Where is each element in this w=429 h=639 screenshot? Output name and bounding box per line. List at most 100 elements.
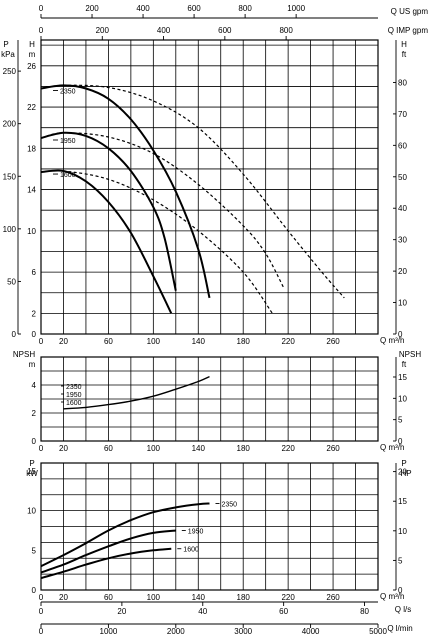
power-x-tick-label: 20 — [59, 593, 68, 602]
lmin-tick-label: 3000 — [234, 627, 252, 636]
npsh-x-tick-label: 180 — [237, 444, 251, 453]
power-x-tick-label: 180 — [237, 593, 251, 602]
npsh-series-label-1950: 1950 — [66, 392, 82, 399]
kpa-unit-label: P — [3, 40, 8, 49]
power-x-axis-title: Q m³/h — [380, 592, 404, 601]
head-x-tick-label: 100 — [147, 337, 161, 346]
us-gpm-tick-label: 800 — [238, 4, 252, 13]
head-x-tick-label: 220 — [281, 337, 295, 346]
lmin-tick-label: 0 — [39, 627, 44, 636]
npsh-series-label-2350: 2350 — [66, 384, 82, 391]
head-x-tick-label: 0 — [39, 337, 44, 346]
power-x-tick-label: 260 — [326, 593, 340, 602]
power-curve-1600 — [40, 547, 172, 580]
power-kw-tick-label: 15 — [27, 467, 36, 476]
ls-tick-label: 20 — [117, 607, 126, 616]
us-gpm-tick-label: 0 — [39, 4, 44, 13]
head-curve-1600-solid — [40, 169, 173, 314]
hp-tick-label: 20 — [398, 468, 407, 477]
hp-unit-label: P — [401, 459, 406, 468]
us-gpm-tick-label: 200 — [85, 4, 99, 13]
bottom-axes: 0 20 40 60 80 Q l/s 0 1000 2000 3000 4000 5000 Q l/m… — [39, 601, 413, 636]
power-x-tick-label: 220 — [281, 593, 295, 602]
us-gpm-tick-label: 400 — [136, 4, 150, 13]
npsh-x-tick-label: 60 — [104, 444, 113, 453]
npsh-ft-tick-label: 5 — [398, 416, 403, 425]
power-x-tick-label: 0 — [39, 593, 44, 602]
npsh-x-tick-label: 100 — [147, 444, 161, 453]
power-x-tick-label: 100 — [147, 593, 161, 602]
lmin-tick-label: 2000 — [167, 627, 185, 636]
npsh-m-unit-label: NPSH — [13, 350, 35, 359]
ls-tick-label: 60 — [279, 607, 288, 616]
kpa-tick-label: 250 — [3, 67, 17, 76]
hp-unit-sub: HP — [400, 469, 411, 478]
lmin-axis-title: Q l/min — [387, 624, 412, 633]
power-kw-unit-sub: kW — [26, 469, 38, 478]
npsh-m-unit-sub: m — [29, 360, 36, 369]
power-kw-tick-label: 10 — [27, 507, 36, 516]
imp-gpm-tick-label: 200 — [96, 26, 110, 35]
head-m-tick-label: 2 — [32, 309, 37, 318]
npsh-x-tick-label: 140 — [192, 444, 206, 453]
npsh-panel: 0 20 60 100 140 180 220 260 Q m³/h024NPSHm051015… — [13, 350, 421, 453]
imp-gpm-tick-label: 800 — [279, 26, 293, 35]
power-kw-tick-label: 0 — [32, 586, 37, 595]
imp-gpm-tick-label: 0 — [39, 26, 44, 35]
power-series-label-1600: 1600 — [183, 547, 199, 554]
us-gpm-tick-label: 600 — [187, 4, 201, 13]
ft-tick-label: 50 — [398, 173, 407, 182]
ft-unit-label: H — [401, 40, 407, 49]
power-curve-2350 — [40, 502, 210, 568]
head-panel: 0 20 60 100 140 180 220 260 Q m³/h26101418222600… — [1, 39, 407, 346]
kpa-tick-label: 150 — [3, 172, 17, 181]
head-series-label-1600: 1600 — [60, 172, 76, 179]
power-curve-1950 — [40, 529, 176, 574]
kpa-tick-label: 0 — [12, 330, 17, 339]
ls-tick-label: 0 — [39, 607, 44, 616]
ft-tick-label: 30 — [398, 236, 407, 245]
lmin-tick-label: 1000 — [100, 627, 118, 636]
power-kw-unit-label: P — [29, 459, 34, 468]
ft-tick-label: 60 — [398, 141, 407, 150]
power-x-tick-label: 140 — [192, 593, 206, 602]
head-frame — [40, 39, 379, 335]
head-x-tick-label: 260 — [326, 337, 340, 346]
head-x-tick-label: 20 — [59, 337, 68, 346]
head-x-tick-label: 60 — [104, 337, 113, 346]
us-gpm-tick-label: 1000 — [287, 4, 305, 13]
head-x-tick-label: 180 — [237, 337, 251, 346]
head-m-tick-label: 6 — [32, 268, 37, 277]
top-axes: 0 200 400 600 800 1000 Q US gpm 0 200 400 600 800 Q … — [39, 4, 429, 40]
npsh-ft-tick-label: 15 — [398, 373, 407, 382]
head-m-unit-label: H — [29, 40, 35, 49]
ls-tick-label: 80 — [360, 607, 369, 616]
npsh-m-tick-label: 2 — [32, 409, 37, 418]
head-series-label-2350: 2350 — [60, 88, 76, 95]
head-x-tick-label: 140 — [192, 337, 206, 346]
head-m-unit-sub: m — [29, 50, 36, 59]
ft-tick-label: 0 — [398, 330, 403, 339]
imp-gpm-axis-title: Q IMP gpm — [388, 26, 429, 35]
head-curve-1950-solid — [40, 131, 177, 291]
head-series-label-1950: 1950 — [60, 138, 76, 145]
power-panel: 0 20 60 100 140 180 220 260 Q m³/h051015PkW05101… — [26, 459, 411, 602]
head-m-tick-label: 18 — [27, 144, 36, 153]
ft-tick-label: 20 — [398, 267, 407, 276]
head-curve-1950-dashed — [40, 132, 285, 288]
ft-tick-label: 10 — [398, 299, 407, 308]
ls-tick-label: 40 — [198, 607, 207, 616]
hp-tick-label: 10 — [398, 527, 407, 536]
head-m-tick-label: 0 — [32, 330, 37, 339]
imp-gpm-tick-label: 400 — [157, 26, 171, 35]
npsh-x-axis-title: Q m³/h — [380, 443, 404, 452]
head-m-tick-label: 10 — [27, 227, 36, 236]
npsh-ft-tick-label: 0 — [398, 437, 403, 446]
npsh-ft-tick-label: 10 — [398, 394, 407, 403]
npsh-series-label-1600: 1600 — [66, 400, 82, 407]
hp-tick-label: 5 — [398, 556, 403, 565]
ft-tick-label: 40 — [398, 204, 407, 213]
ft-tick-label: 80 — [398, 78, 407, 87]
npsh-x-tick-label: 0 — [39, 444, 44, 453]
